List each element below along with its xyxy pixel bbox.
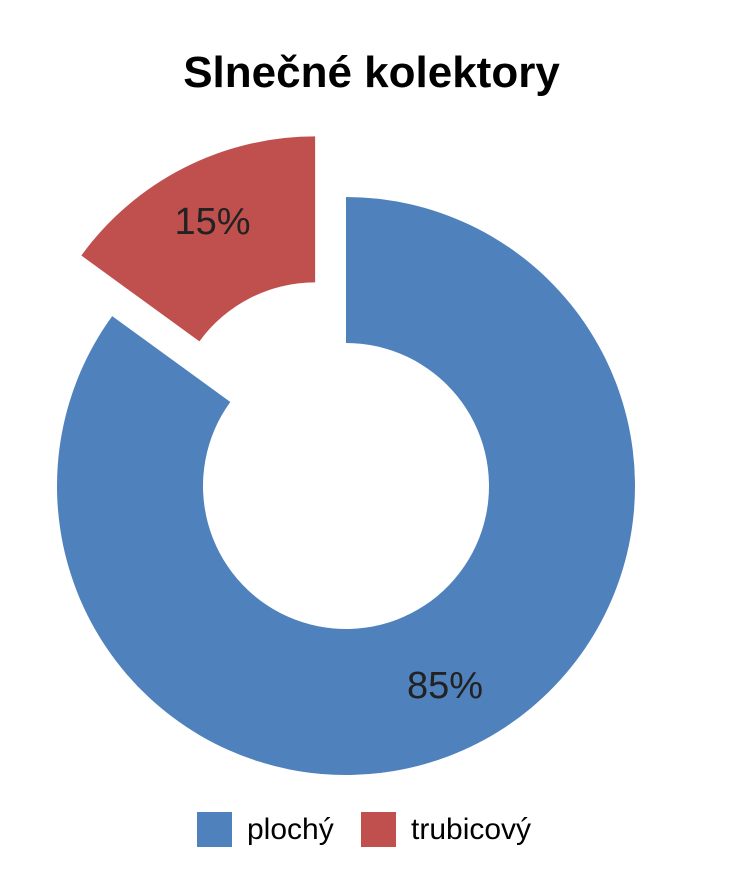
slice-1 bbox=[81, 136, 316, 342]
legend-swatch bbox=[197, 812, 232, 847]
legend-label: trubicový bbox=[411, 812, 532, 846]
legend-swatch bbox=[361, 812, 396, 847]
chart-title: Slnečné kolektory bbox=[183, 48, 560, 97]
slice-0 bbox=[57, 197, 636, 775]
data-label: 85% bbox=[407, 665, 483, 707]
data-label: 15% bbox=[174, 201, 250, 243]
legend-item-plochy: plochý bbox=[197, 812, 334, 847]
legend-item-trubicovy: trubicový bbox=[361, 812, 531, 847]
legend-label: plochý bbox=[247, 812, 334, 846]
